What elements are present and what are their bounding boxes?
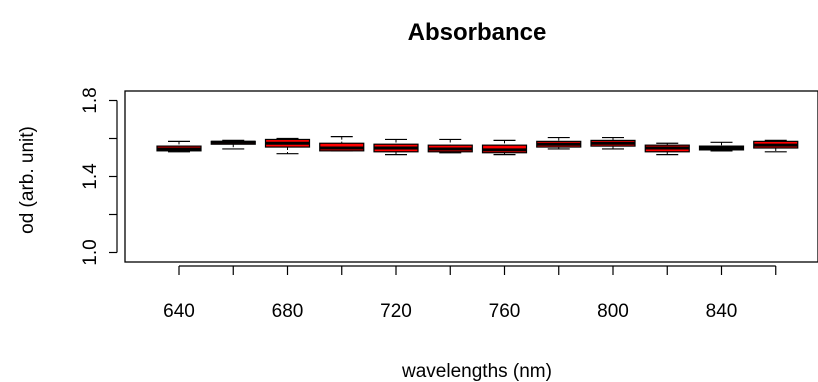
y-axis-label: od (arb. unit) bbox=[17, 126, 38, 234]
box-640 bbox=[156, 140, 202, 153]
y-axis: 1.0 1.4 1.8 bbox=[80, 87, 118, 266]
box-840 bbox=[698, 141, 745, 152]
box-760 bbox=[481, 139, 528, 156]
box-860 bbox=[753, 139, 799, 153]
y-tick-label: 1.8 bbox=[80, 87, 101, 113]
box-700 bbox=[319, 136, 365, 152]
chart-title: Absorbance bbox=[408, 19, 547, 46]
box-series bbox=[156, 136, 799, 156]
x-tick-label: 720 bbox=[380, 301, 412, 322]
x-tick-label: 640 bbox=[163, 301, 195, 322]
box-800 bbox=[590, 136, 636, 150]
y-tick-label: 1.4 bbox=[80, 163, 101, 190]
x-axis: 640 680 720 760 800 840 bbox=[163, 265, 777, 322]
x-tick-label: 760 bbox=[489, 301, 521, 322]
y-tick-label: 1.0 bbox=[80, 239, 101, 265]
box-720 bbox=[373, 138, 419, 156]
x-tick-label: 840 bbox=[706, 301, 738, 322]
box-740 bbox=[427, 138, 473, 154]
box-680 bbox=[264, 137, 311, 155]
x-tick-label: 800 bbox=[597, 301, 629, 322]
box-780 bbox=[536, 136, 582, 150]
plot-frame bbox=[124, 90, 818, 263]
box-660 bbox=[210, 139, 256, 150]
x-axis-label: wavelengths (nm) bbox=[401, 361, 552, 382]
x-tick-label: 680 bbox=[272, 301, 304, 322]
box-820 bbox=[644, 142, 690, 156]
